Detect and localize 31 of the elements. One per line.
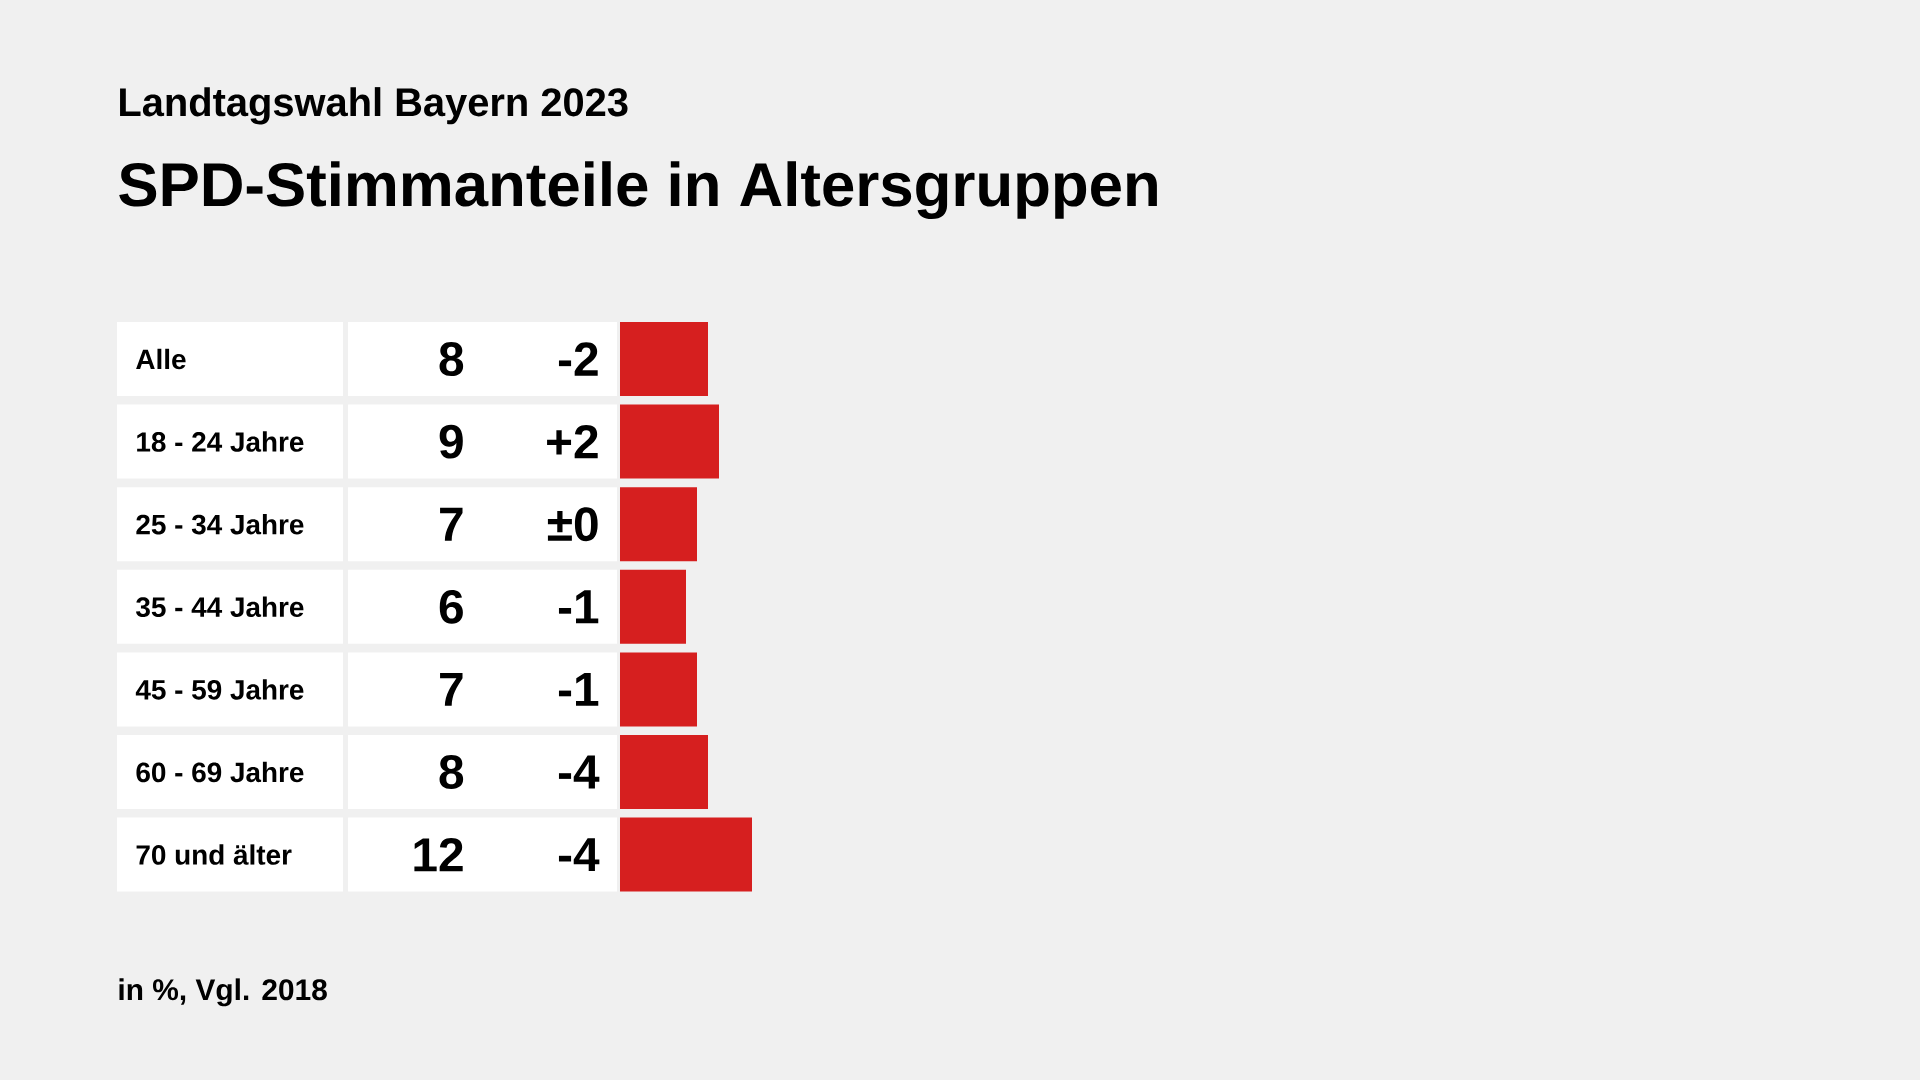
y-tick-label: 60 - 69 Jahre	[136, 761, 304, 783]
y-tick-label: 18 - 24 Jahre	[137, 431, 304, 452]
bar	[620, 735, 708, 809]
bar	[620, 404, 719, 479]
data-label: 12	[414, 837, 463, 872]
text: -4	[558, 755, 600, 789]
y-tick-label: 25 - 34 Jahre	[136, 513, 304, 535]
y-tick-label: 45 - 59 Jahre	[135, 679, 304, 700]
data-label: 9	[439, 424, 463, 459]
text: -2	[558, 342, 598, 376]
data-label: 8	[439, 342, 464, 376]
bar	[620, 322, 708, 397]
bar	[620, 487, 697, 562]
y-tick-label: Alle	[136, 348, 186, 370]
data-label: 8	[439, 755, 464, 789]
text: ±0	[547, 507, 598, 542]
chart-subtitle: Landtagswahl Bayern 2023	[120, 87, 628, 125]
text: in %, Vgl. 2018	[119, 978, 327, 1007]
bar	[620, 569, 686, 644]
bar	[620, 652, 697, 727]
data-label: 7	[440, 507, 463, 541]
text: +2	[547, 424, 598, 459]
chart-title: SPD-Stimmanteile in Altersgruppen	[119, 161, 1157, 220]
data-label: 7	[440, 672, 463, 706]
text: -4	[558, 838, 600, 872]
data-label: 6	[439, 589, 463, 624]
y-tick-label: 35 - 44 Jahre	[136, 596, 304, 618]
text: -1	[558, 672, 599, 706]
bar	[620, 817, 752, 892]
text: -1	[558, 590, 599, 624]
y-tick-label: 70 und älter	[136, 844, 292, 865]
